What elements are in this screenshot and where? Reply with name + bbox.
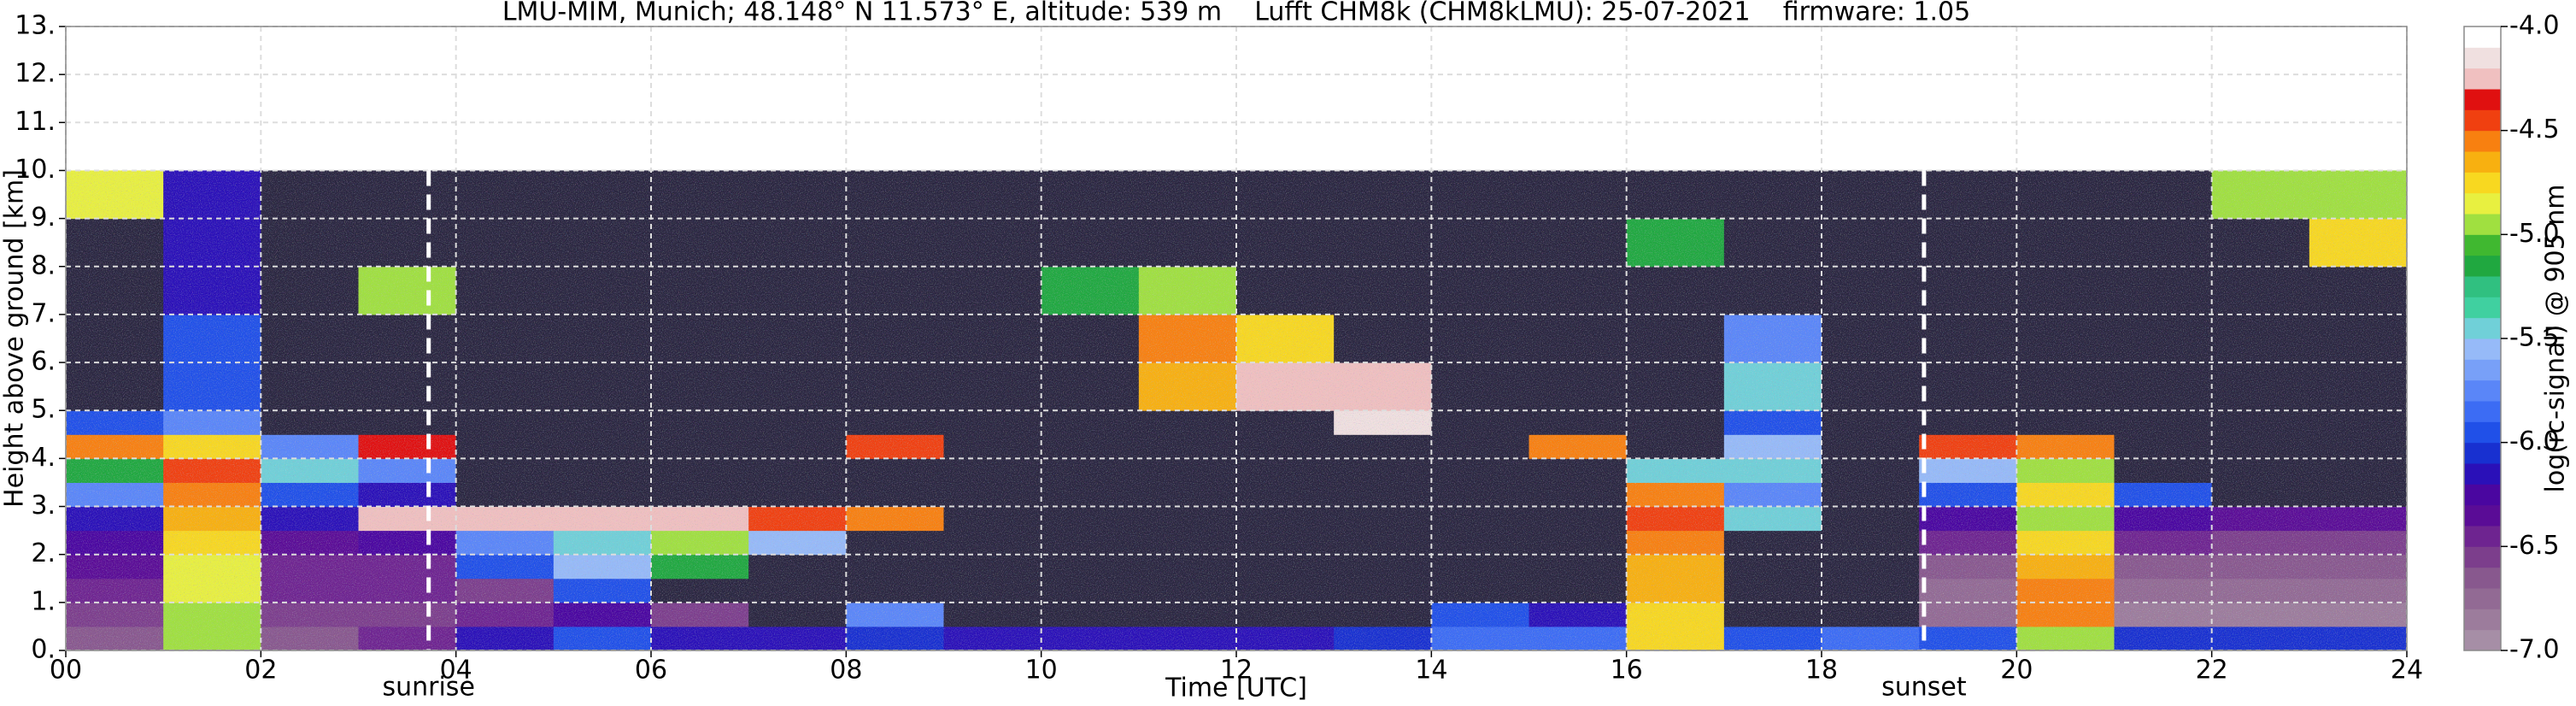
chart-title: LMU-MIM, Munich; 48.148° N 11.573° E, al…: [502, 0, 1970, 27]
x-tick-label: 04: [440, 656, 472, 685]
colorbar-swatch: [2464, 546, 2501, 568]
colorbar-swatch: [2464, 317, 2501, 339]
colorbar-swatch: [2464, 379, 2501, 402]
x-tick-label: 08: [830, 656, 862, 685]
colorbar-swatch: [2464, 629, 2501, 651]
colorbar-swatch: [2464, 276, 2501, 297]
colorbar-swatch: [2464, 68, 2501, 90]
y-tick-label: 2.: [31, 538, 56, 568]
y-tick-label: 6.: [31, 347, 56, 377]
x-tick-label: 14: [1415, 656, 1447, 685]
annotation-label: sunrise: [382, 673, 474, 703]
colorbar-swatch: [2464, 214, 2501, 235]
colorbar-swatch: [2464, 463, 2501, 485]
colorbar-swatch: [2464, 130, 2501, 152]
plot-frame: [65, 26, 2408, 651]
colorbar-swatch: [2464, 297, 2501, 319]
x-tick-label: 24: [2391, 656, 2423, 685]
colorbar-swatch: [2464, 192, 2501, 215]
colorbar-swatch: [2464, 151, 2501, 173]
colorbar-swatch: [2464, 255, 2501, 277]
y-tick-label: 4.: [31, 443, 56, 473]
y-tick-label: 13.: [15, 11, 56, 41]
colorbar-tick-label: -7.0: [2509, 635, 2560, 665]
y-tick-label: 5.: [31, 395, 56, 425]
annotation-label: sunset: [1881, 673, 1967, 703]
x-axis-label: Time [UTC]: [1165, 674, 1307, 703]
colorbar-tick-label: -6.5: [2509, 531, 2560, 561]
colorbar-swatch: [2464, 609, 2501, 631]
x-tick-label: 22: [2196, 656, 2228, 685]
colorbar-swatch: [2464, 234, 2501, 256]
y-tick-label: 1.: [31, 586, 56, 616]
colorbar-tick-label: -5.5: [2509, 323, 2560, 353]
y-tick-label: 11.: [15, 107, 56, 137]
x-tick-label: 02: [244, 656, 277, 685]
colorbar-label: log(rc-signal) @ 905 nm: [2541, 185, 2571, 493]
colorbar-swatch: [2464, 567, 2501, 589]
colorbar-swatch: [2464, 401, 2501, 422]
x-tick-label: 06: [635, 656, 667, 685]
colorbar-swatch: [2464, 588, 2501, 609]
colorbar-tick-label: -4.0: [2509, 11, 2560, 41]
x-tick-label: 12: [1220, 656, 1253, 685]
colorbar-swatch: [2464, 338, 2501, 360]
x-tick-label: 18: [1805, 656, 1838, 685]
x-tick-label: 00: [50, 656, 82, 685]
y-tick-label: 12.: [15, 59, 56, 89]
y-tick-label: 7.: [31, 298, 56, 328]
colorbar-swatch: [2464, 442, 2501, 464]
colorbar-tick-label: -5.0: [2509, 219, 2560, 249]
colorbar-swatch: [2464, 172, 2501, 194]
colorbar-swatch: [2464, 484, 2501, 506]
y-tick-label: 8.: [31, 250, 56, 280]
colorbar-swatch: [2464, 26, 2501, 48]
x-tick-label: 16: [1611, 656, 1643, 685]
colorbar-swatch: [2464, 359, 2501, 381]
colorbar-swatch: [2464, 504, 2501, 527]
colorbar-swatch: [2464, 526, 2501, 547]
overlay: 0. 1. 2. 3. 4. 5. 6. 7. 8. 9. 10. 11. 12. 13. 00 02 04 06…: [15, 11, 2559, 703]
x-tick-label: 20: [2000, 656, 2033, 685]
colorbar-tick-label: -4.5: [2509, 115, 2560, 144]
colorbar-swatch: [2464, 47, 2501, 69]
x-tick-label: 10: [1025, 656, 1058, 685]
colorbar-swatch: [2464, 421, 2501, 444]
colorbar-swatch: [2464, 109, 2501, 132]
colorbar-swatch: [2464, 89, 2501, 110]
y-tick-label: 9.: [31, 203, 56, 232]
y-tick-label: 3.: [31, 491, 56, 521]
colorbar-tick-label: -6.0: [2509, 427, 2560, 456]
y-tick-label: 0.: [31, 635, 56, 665]
y-tick-label: 10.: [15, 155, 56, 185]
y-axis-label: Height above ground [km]: [0, 169, 30, 508]
